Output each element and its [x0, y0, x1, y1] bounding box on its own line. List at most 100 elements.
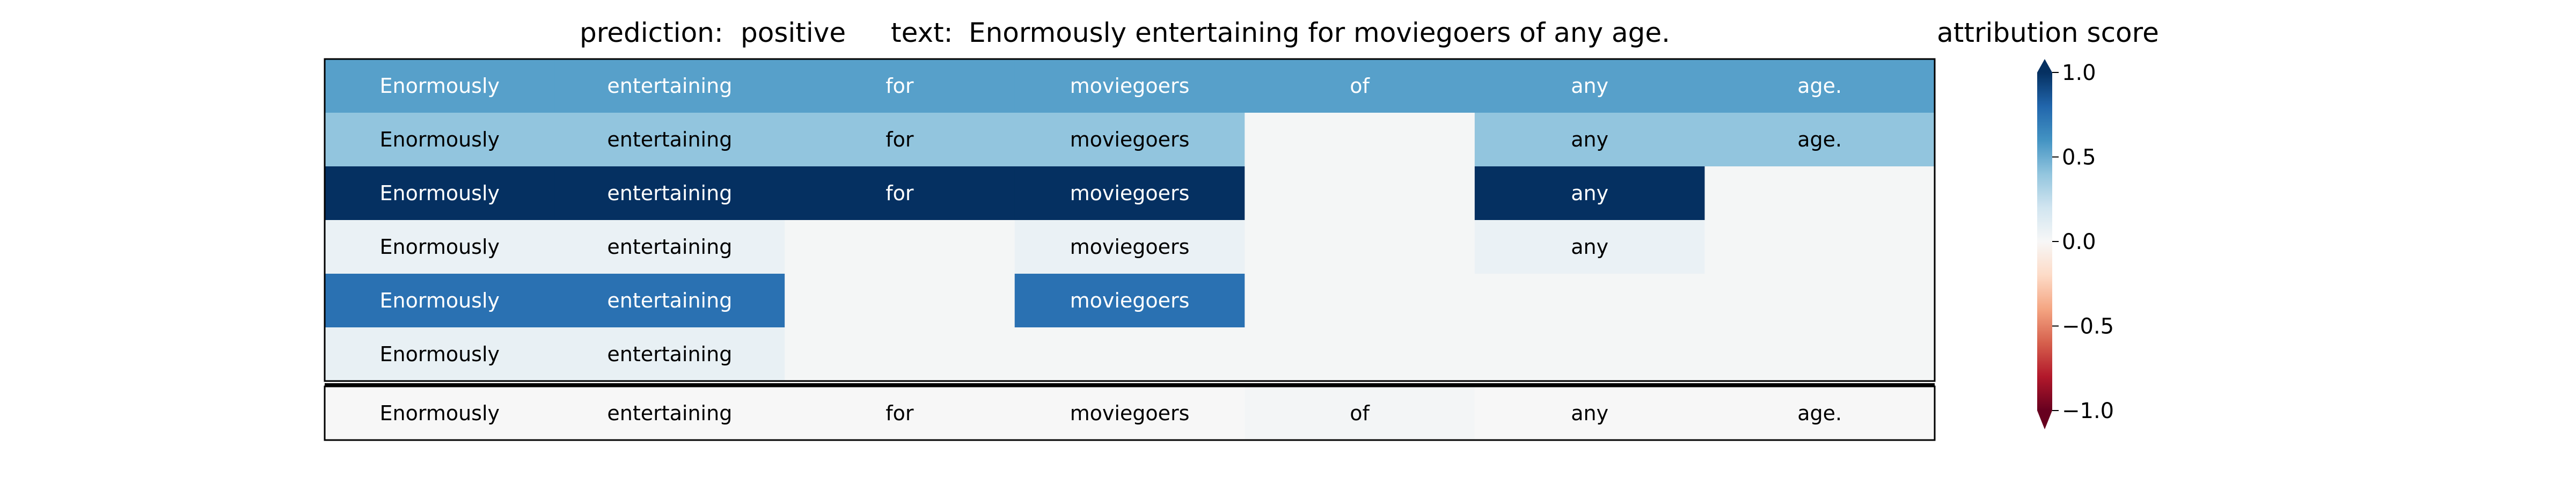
heatmap-cell: [1704, 113, 1935, 167]
colorbar-tick-label: −1.0: [2062, 399, 2114, 423]
heatmap-cell: [1704, 274, 1935, 328]
heatmap-token-label: Enormously: [380, 74, 500, 98]
summary-token-label: any: [1571, 401, 1608, 425]
heatmap-token-label: entertaining: [607, 128, 732, 151]
heatmap-token-label: Enormously: [380, 181, 500, 205]
heatmap-cell: [785, 166, 1015, 221]
summary-cell: [554, 386, 785, 440]
heatmap-token-label: moviegoers: [1070, 181, 1190, 205]
colorbar-tick-label: 1.0: [2062, 61, 2096, 85]
heatmap-cell: [1474, 274, 1705, 328]
heatmap-cell: [785, 274, 1015, 328]
heatmap-token-label: any: [1571, 181, 1608, 205]
attribution-heatmap: Enormously entertaining for moviegoers of any…: [324, 58, 1936, 441]
heatmap-cell: [554, 327, 785, 382]
heatmap-cell: [554, 113, 785, 167]
heatmap-cell: [785, 59, 1015, 113]
heatmap-cell: [1474, 59, 1705, 113]
heatmap-token-label: entertaining: [607, 235, 732, 259]
summary-cell: [1704, 386, 1935, 440]
heatmap-cell: [325, 166, 555, 221]
summary-token-label: Enormously: [380, 401, 500, 425]
summary-cell: [1245, 386, 1475, 440]
summary-cell: [1474, 386, 1705, 440]
heatmap-cell: [1245, 220, 1475, 274]
heatmap-cell: [785, 327, 1015, 382]
heatmap-token-label: moviegoers: [1070, 74, 1190, 98]
heatmap-cell: [1704, 327, 1935, 382]
heatmap-token-label: any: [1571, 128, 1608, 151]
colorbar-tick-label: −0.5: [2062, 314, 2114, 339]
heatmap-cell: [1245, 113, 1475, 167]
heatmap-cell: [1245, 166, 1475, 221]
heatmap-token-label: Enormously: [380, 289, 500, 312]
prediction-label: prediction:: [580, 17, 723, 48]
heatmap-cell: [325, 59, 555, 113]
heatmap-token-label: entertaining: [607, 342, 732, 366]
heatmap-cell: [1014, 59, 1245, 113]
heatmap-frame: [324, 58, 1936, 382]
prediction-value: positive: [741, 17, 846, 48]
heatmap-cell: [1474, 220, 1705, 274]
colorbar-tick-label: 0.5: [2062, 145, 2096, 170]
heatmap-token-label: for: [885, 128, 914, 151]
heatmap-token-label: for: [885, 74, 914, 98]
heatmap-cell: [1704, 59, 1935, 113]
heatmap-cell: [1245, 327, 1475, 382]
heatmap-token-label: age.: [1797, 128, 1842, 151]
heatmap-token-label: Enormously: [380, 342, 500, 366]
text-value: Enormously entertaining for moviegoers o…: [969, 17, 1670, 48]
colorbar-title: attribution score: [1937, 17, 2159, 48]
heatmap-cell: [1014, 327, 1245, 382]
heatmap-cell: [325, 327, 555, 382]
heatmap-token-label: Enormously: [380, 128, 500, 151]
heatmap-token-label: entertaining: [607, 74, 732, 98]
colorbar-ticks: 1.0 0.5 0.0 −0.5 −1.0: [2052, 61, 2114, 423]
summary-token-label: age.: [1797, 401, 1842, 425]
heatmap-token-label: any: [1571, 74, 1608, 98]
heatmap-token-label: any: [1571, 235, 1608, 259]
colorbar-gradient: [2037, 72, 2052, 411]
heatmap-cell: [325, 274, 555, 328]
heatmap-cell: [1014, 220, 1245, 274]
summary-token-label: for: [885, 401, 914, 425]
colorbar: attribution score 1.0 0.5 0.0 −0.5 −1.0: [1937, 17, 2159, 429]
text-label: text:: [891, 17, 953, 48]
heatmap-cell: [325, 113, 555, 167]
heatmap-cell: [1245, 274, 1475, 328]
heatmap-cell: [554, 274, 785, 328]
heatmap-cell: [554, 220, 785, 274]
heatmap-token-label: Enormously: [380, 235, 500, 259]
heatmap-token-label: entertaining: [607, 181, 732, 205]
heatmap-cell: [785, 113, 1015, 167]
heatmap-token-label: of: [1350, 74, 1370, 98]
heatmap-cell: [1474, 113, 1705, 167]
summary-token-label: moviegoers: [1070, 401, 1190, 425]
heatmap-cell: [554, 59, 785, 113]
colorbar-extend-top: [2037, 59, 2052, 72]
heatmap-cell: [1014, 166, 1245, 221]
heatmap-cell: [1474, 166, 1705, 221]
heatmap-cell: [1704, 220, 1935, 274]
heatmap-cell: [1245, 59, 1475, 113]
colorbar-tick-label: 0.0: [2062, 230, 2096, 254]
heatmap-cell: [785, 220, 1015, 274]
heatmap-token-label: moviegoers: [1070, 235, 1190, 259]
heatmap-token-label: for: [885, 181, 914, 205]
heatmap-cell: [1704, 166, 1935, 221]
summary-token-label: of: [1350, 401, 1370, 425]
summary-cell: [1014, 386, 1245, 440]
heatmap-token-label: entertaining: [607, 289, 732, 312]
heatmap-cell: [1474, 327, 1705, 382]
heatmap-cell: [554, 166, 785, 221]
heatmap-token-label: moviegoers: [1070, 289, 1190, 312]
summary-cell: [785, 386, 1015, 440]
colorbar-extend-bottom: [2037, 411, 2052, 429]
summary-token-label: entertaining: [607, 401, 732, 425]
heatmap-cell: [1014, 113, 1245, 167]
heatmap-token-label: moviegoers: [1070, 128, 1190, 151]
heatmap-cell: [1014, 274, 1245, 328]
heatmap-token-label: age.: [1797, 74, 1842, 98]
summary-cell: [325, 386, 555, 440]
